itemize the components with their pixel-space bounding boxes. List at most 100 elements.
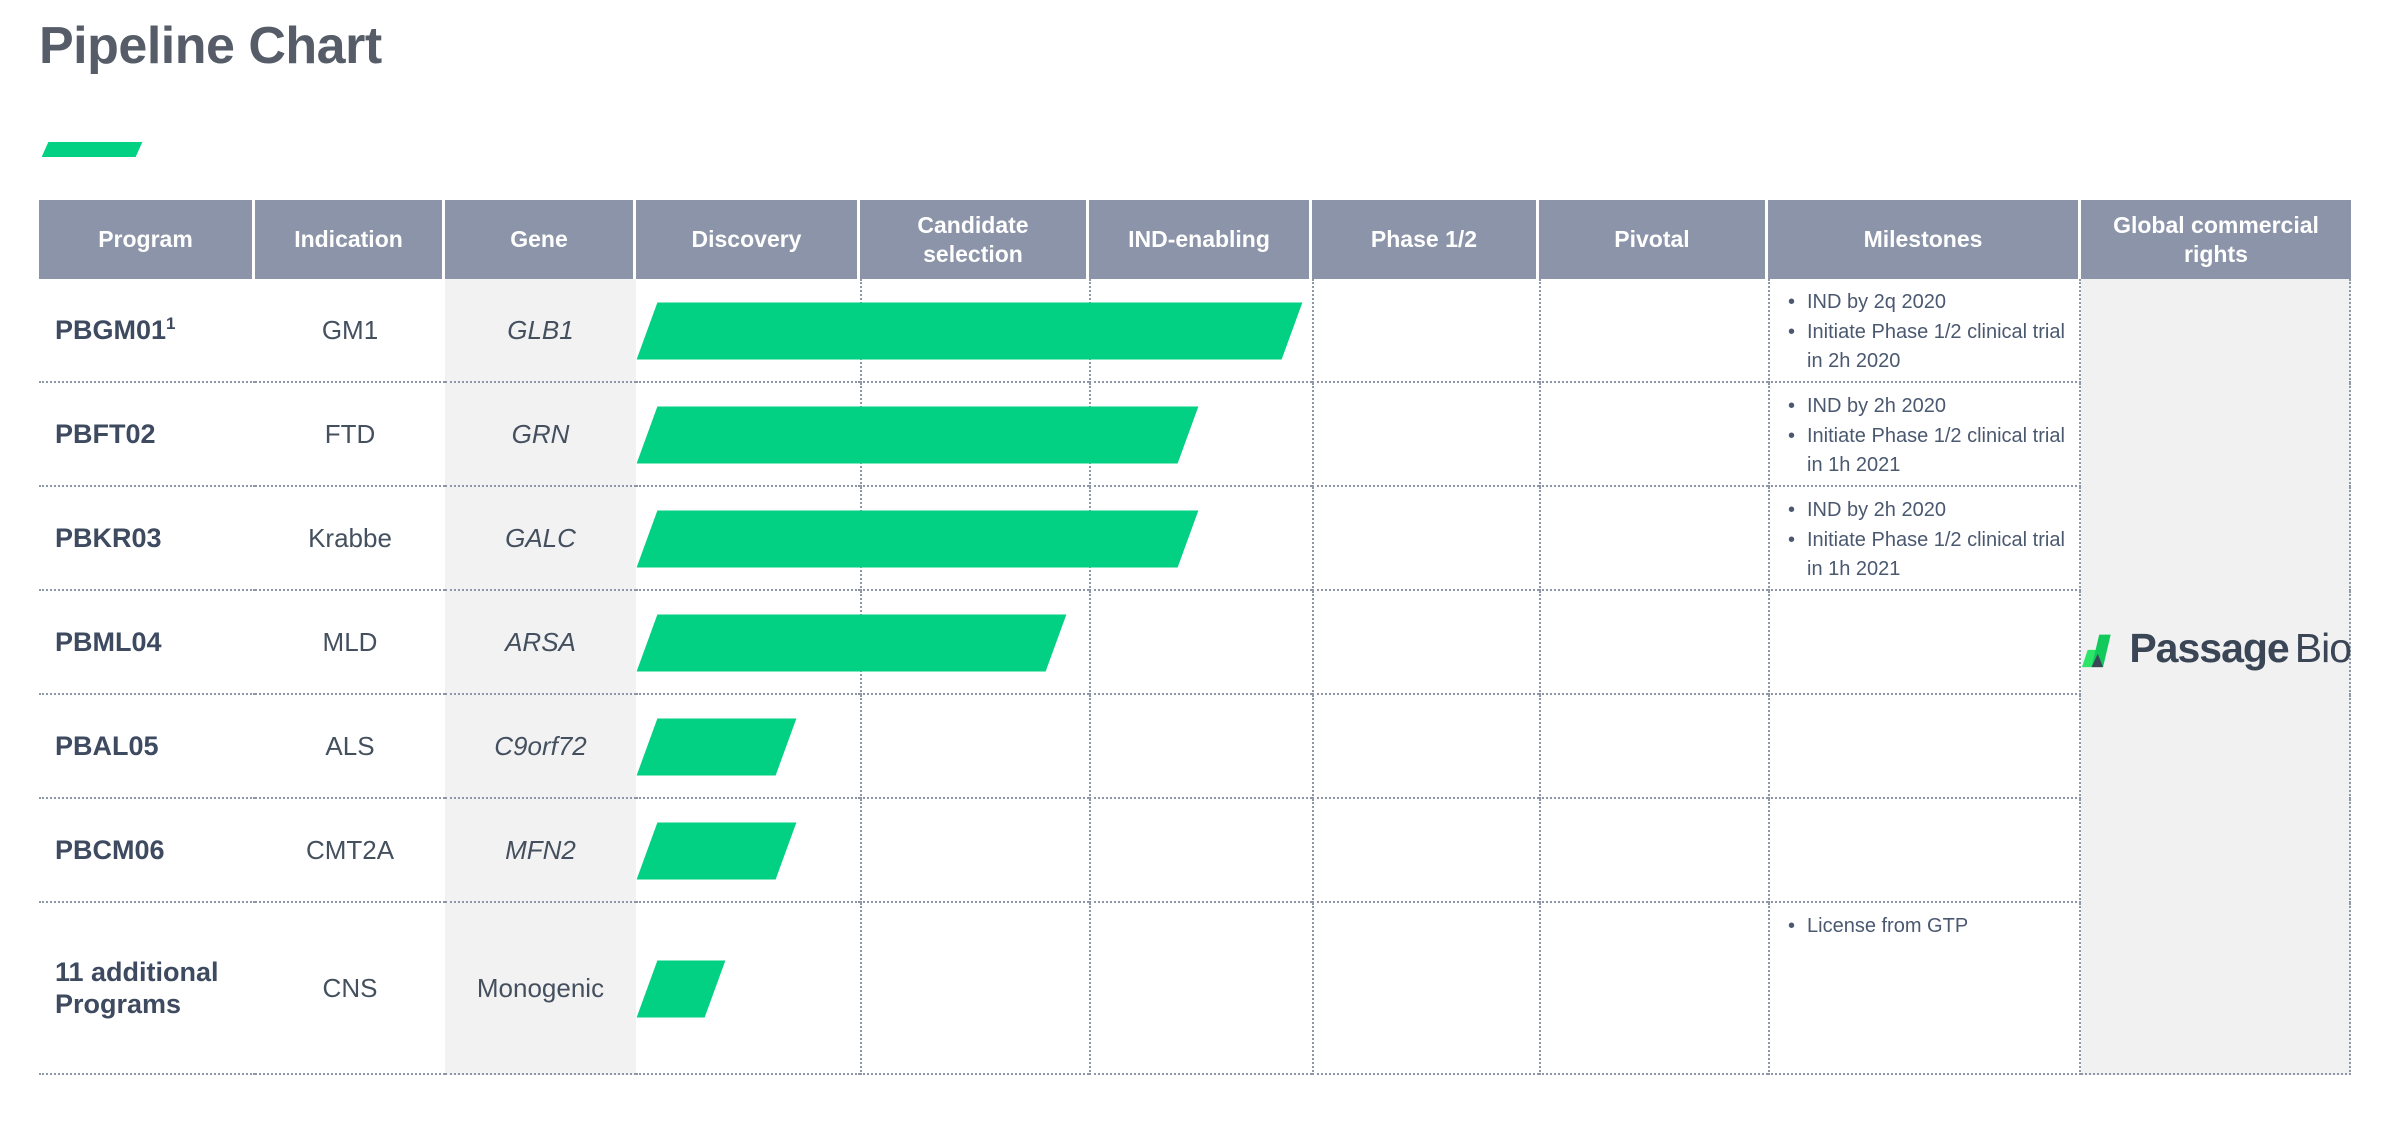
table-row-pbcm06: PBCM06 CMT2A MFN2 [39, 799, 2351, 903]
column-header-candidate-selection: Candidate selection [860, 200, 1089, 279]
logo-text-passage: Passage [2129, 624, 2289, 671]
phase-cell-pivotal [1539, 903, 1768, 1075]
milestone-item: License from GTP [1780, 912, 2073, 942]
gene-cell: Monogenic [445, 903, 636, 1075]
column-header-discovery: Discovery [636, 200, 860, 279]
table-header-row: Program Indication Gene Discovery Candid… [39, 200, 2351, 279]
program-cell: 11 additional Programs [39, 903, 255, 1075]
program-name: 11 additional Programs [55, 956, 219, 1019]
program-name: PBCM06 [55, 834, 165, 865]
column-header-phase-1-2: Phase 1/2 [1312, 200, 1539, 279]
milestone-item: Initiate Phase 1/2 clinical trial in 1h … [1780, 422, 2073, 481]
milestones-cell: IND by 2h 2020 Initiate Phase 1/2 clinic… [1768, 383, 2081, 487]
global-rights-cell [2081, 695, 2351, 799]
phase-cell-ind-enabling [1089, 903, 1312, 1075]
phase-cell-discovery [636, 591, 860, 695]
logo-text-bio: Bio [2294, 624, 2352, 671]
column-header-indication: Indication [255, 200, 445, 279]
phase-cell-pivotal [1539, 487, 1768, 591]
global-rights-cell [2081, 383, 2351, 487]
indication-cell: Krabbe [255, 487, 445, 591]
program-name: PBAL05 [55, 730, 159, 761]
column-header-program: Program [39, 200, 255, 279]
column-header-milestones: Milestones [1768, 200, 2081, 279]
program-name: PBKR03 [55, 522, 162, 553]
phase-cell-candidate-selection [860, 799, 1089, 903]
program-cell: PBML04 [39, 591, 255, 695]
phase-cell-pivotal [1539, 799, 1768, 903]
pipeline-progress-bar [636, 510, 1199, 568]
pipeline-progress-bar [636, 302, 1303, 360]
title-underline-accent [41, 142, 143, 157]
table-row-pbgm01: PBGM011 GM1 GLB1 IND by 2q 2020 Initiate… [39, 279, 2351, 383]
milestone-item: IND by 2h 2020 [1780, 392, 2073, 422]
milestone-item: IND by 2h 2020 [1780, 496, 2073, 526]
program-cell: PBGM011 [39, 279, 255, 383]
phase-cell-candidate-selection [860, 903, 1089, 1075]
footnote-marker: 1 [166, 313, 176, 333]
gene-cell: MFN2 [445, 799, 636, 903]
phase-cell-phase-1-2 [1312, 487, 1539, 591]
phase-cell-pivotal [1539, 695, 1768, 799]
milestones-cell: License from GTP [1768, 903, 2081, 1075]
milestones-cell [1768, 799, 2081, 903]
gene-cell: C9orf72 [445, 695, 636, 799]
program-name: PBFT02 [55, 418, 156, 449]
program-cell: PBCM06 [39, 799, 255, 903]
phase-cell-pivotal [1539, 279, 1768, 383]
pipeline-progress-bar [636, 406, 1199, 464]
phase-cell-discovery [636, 383, 860, 487]
global-rights-cell [2081, 487, 2351, 591]
indication-cell: MLD [255, 591, 445, 695]
passage-bio-logo-mark [2081, 634, 2111, 668]
phase-cell-phase-1-2 [1312, 383, 1539, 487]
milestone-item: Initiate Phase 1/2 clinical trial in 2h … [1780, 318, 2073, 377]
phase-cell-phase-1-2 [1312, 903, 1539, 1075]
milestones-cell: IND by 2h 2020 Initiate Phase 1/2 clinic… [1768, 487, 2081, 591]
indication-cell: FTD [255, 383, 445, 487]
column-header-pivotal: Pivotal [1539, 200, 1768, 279]
milestones-cell: IND by 2q 2020 Initiate Phase 1/2 clinic… [1768, 279, 2081, 383]
phase-cell-ind-enabling [1089, 695, 1312, 799]
program-cell: PBKR03 [39, 487, 255, 591]
phase-cell-phase-1-2 [1312, 591, 1539, 695]
phase-cell-discovery [636, 799, 860, 903]
passage-bio-logo: Passage Bio [2081, 600, 2352, 696]
table-row-pbft02: PBFT02 FTD GRN IND by 2h 2020 Initiate P… [39, 383, 2351, 487]
page-title: Pipeline Chart [39, 17, 382, 75]
phase-cell-pivotal [1539, 383, 1768, 487]
milestones-cell [1768, 591, 2081, 695]
phase-cell-candidate-selection [860, 695, 1089, 799]
pipeline-progress-bar [636, 718, 797, 776]
program-name: PBML04 [55, 626, 162, 657]
table-row-pbal05: PBAL05 ALS C9orf72 [39, 695, 2351, 799]
global-rights-cell [2081, 279, 2351, 383]
phase-cell-discovery [636, 903, 860, 1075]
gene-cell: GRN [445, 383, 636, 487]
phase-cell-phase-1-2 [1312, 279, 1539, 383]
phase-cell-pivotal [1539, 591, 1768, 695]
gene-cell: ARSA [445, 591, 636, 695]
table-row-additional-programs: 11 additional Programs CNS Monogenic Lic… [39, 903, 2351, 1075]
indication-cell: ALS [255, 695, 445, 799]
milestone-item: Initiate Phase 1/2 clinical trial in 1h … [1780, 526, 2073, 585]
indication-cell: CMT2A [255, 799, 445, 903]
indication-cell: CNS [255, 903, 445, 1075]
program-cell: PBFT02 [39, 383, 255, 487]
phase-cell-ind-enabling [1089, 591, 1312, 695]
phase-cell-discovery [636, 487, 860, 591]
phase-cell-phase-1-2 [1312, 695, 1539, 799]
table-row-pbkr03: PBKR03 Krabbe GALC IND by 2h 2020 Initia… [39, 487, 2351, 591]
phase-cell-discovery [636, 695, 860, 799]
column-header-gene: Gene [445, 200, 636, 279]
gene-cell: GLB1 [445, 279, 636, 383]
program-cell: PBAL05 [39, 695, 255, 799]
program-name: PBGM011 [55, 313, 176, 345]
global-rights-cell [2081, 903, 2351, 1075]
global-rights-cell [2081, 591, 2351, 695]
milestones-cell [1768, 695, 2081, 799]
column-header-ind-enabling: IND-enabling [1089, 200, 1312, 279]
pipeline-progress-bar [636, 614, 1067, 672]
indication-cell: GM1 [255, 279, 445, 383]
